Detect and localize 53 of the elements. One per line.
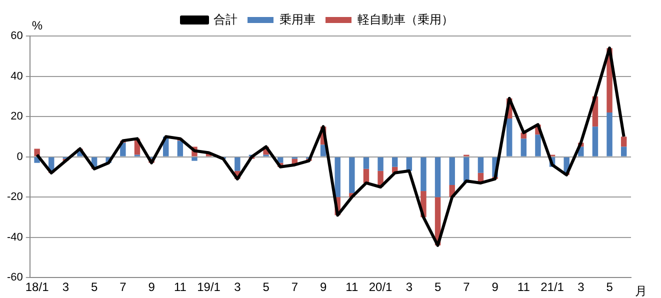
x-tick-label: 9	[492, 280, 499, 294]
x-tick-label: 5	[262, 280, 270, 294]
y-tick-label: 60	[10, 30, 23, 42]
x-tick-label: 21/1	[540, 280, 564, 294]
y-tick-label: 0	[16, 150, 23, 163]
x-tick-label: 7	[120, 280, 127, 294]
x-tick-label: 9	[320, 280, 327, 294]
bar	[420, 157, 426, 192]
x-tick-label: 19/1	[197, 280, 221, 294]
bar	[620, 136, 627, 147]
bar	[449, 157, 455, 185]
x-tick-label: 9	[148, 280, 156, 294]
bar	[334, 157, 340, 198]
x-tick-label: 5	[606, 280, 614, 294]
x-tick-label: 3	[578, 280, 585, 294]
bar	[592, 126, 598, 156]
bar	[478, 157, 484, 173]
bar	[378, 157, 384, 171]
bar	[506, 118, 512, 156]
y-tick-label: -60	[6, 272, 23, 284]
bar	[520, 138, 527, 156]
bar	[177, 140, 184, 156]
bar	[320, 144, 326, 156]
bar	[349, 157, 355, 194]
x-axis-title: 月	[635, 284, 647, 298]
x-tick-label: 18/1	[25, 280, 50, 294]
y-tick-label: 20	[10, 110, 23, 123]
legend-label: 合計	[214, 12, 238, 26]
y-tick-label: -20	[6, 191, 23, 204]
bar	[606, 112, 612, 156]
x-tick-label: 11	[517, 280, 530, 294]
bar	[363, 157, 370, 169]
x-tick-label: 7	[463, 280, 470, 294]
legend-label: 軽自動車（乗用）	[358, 12, 454, 26]
bar	[434, 157, 441, 198]
x-tick-label: 7	[291, 280, 298, 294]
x-tick-label: 20/1	[368, 280, 393, 294]
y-axis-title: %	[32, 18, 43, 32]
y-tick-label: 40	[10, 70, 23, 82]
y-tick-label: -40	[6, 231, 23, 244]
x-tick-label: 11	[346, 280, 358, 294]
bar	[535, 134, 541, 156]
legend-label: 乗用車	[280, 12, 316, 26]
bar	[620, 146, 627, 156]
x-tick-label: 3	[62, 280, 70, 294]
bar	[392, 157, 398, 167]
bar	[234, 157, 240, 171]
x-tick-label: 5	[90, 280, 98, 294]
x-tick-label: 5	[434, 280, 442, 294]
x-tick-label: 3	[234, 280, 242, 294]
bar	[192, 157, 198, 161]
x-tick-label: 11	[174, 280, 187, 294]
x-tick-label: 3	[406, 280, 413, 294]
